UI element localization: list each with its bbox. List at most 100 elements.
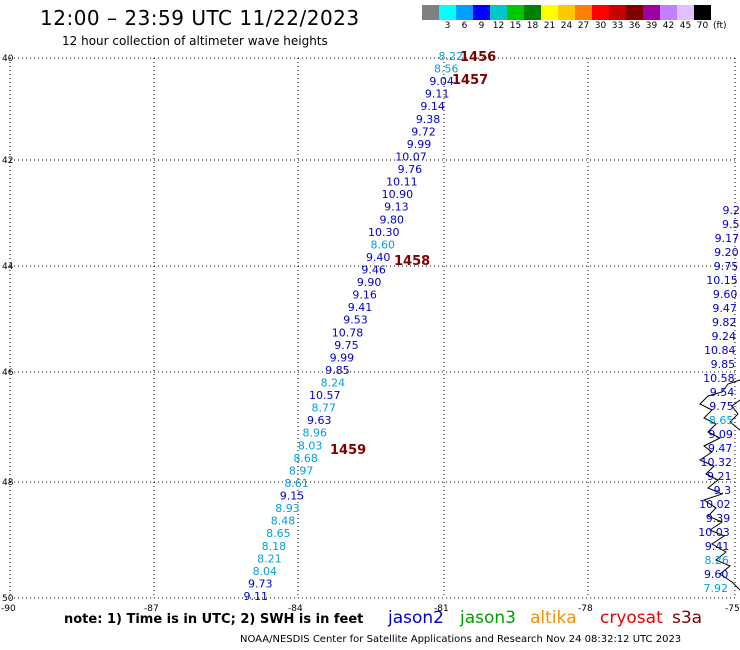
wave-height-value: 9.53 bbox=[343, 314, 368, 327]
coastline-path bbox=[698, 379, 740, 591]
scale-swatch bbox=[660, 5, 677, 20]
wave-height-value: 8.61 bbox=[284, 477, 309, 490]
wave-height-value: 9.99 bbox=[407, 138, 432, 151]
color-scale-unit: (ft) bbox=[713, 21, 727, 31]
scale-label: 18 bbox=[526, 21, 539, 31]
wave-height-value: 9.5 bbox=[722, 218, 740, 231]
lat-tick-label: 46 bbox=[2, 368, 14, 378]
lon-tick-label: -81 bbox=[434, 604, 449, 614]
wave-height-value: 10.07 bbox=[395, 150, 427, 163]
wave-height-value: 10.90 bbox=[382, 188, 414, 201]
scale-swatch bbox=[575, 5, 592, 20]
wave-height-value: 10.57 bbox=[309, 389, 341, 402]
scale-label: 39 bbox=[645, 21, 658, 31]
wave-height-value: 8.65 bbox=[266, 527, 291, 540]
wave-height-value: 9.47 bbox=[712, 302, 737, 315]
wave-height-value: 9.75 bbox=[709, 400, 734, 413]
lon-tick-label: -90 bbox=[1, 604, 16, 614]
wave-height-value: 9.41 bbox=[348, 301, 373, 314]
wave-height-value: 8.22 bbox=[439, 50, 464, 63]
map-subtitle: 12 hour collection of altimeter wave hei… bbox=[62, 34, 328, 48]
pass-number-label: 1457 bbox=[452, 73, 488, 88]
wave-height-value: 9.75 bbox=[714, 260, 739, 273]
wave-height-value: 9.75 bbox=[334, 339, 359, 352]
wave-height-value: 9.82 bbox=[712, 316, 737, 329]
wave-height-value: 8.18 bbox=[262, 540, 287, 553]
wave-height-value: 10.03 bbox=[698, 526, 730, 539]
scale-swatch bbox=[558, 5, 575, 20]
wave-height-value: 9.3 bbox=[714, 484, 732, 497]
coastline bbox=[698, 379, 740, 591]
coastline-path bbox=[729, 399, 740, 431]
scale-swatch bbox=[473, 5, 490, 20]
wave-height-value: 9.40 bbox=[366, 251, 391, 264]
color-scale-bar bbox=[422, 5, 711, 20]
wave-height-value: 10.32 bbox=[701, 456, 733, 469]
lon-tick-label: -75 bbox=[725, 604, 740, 614]
scale-swatch bbox=[626, 5, 643, 20]
wave-height-value: 9.76 bbox=[398, 163, 423, 176]
wave-height-value: 8.48 bbox=[271, 515, 296, 528]
wave-height-value: 9.13 bbox=[384, 201, 409, 214]
wave-height-track: 8.228.569.049.119.149.389.729.9910.079.7… bbox=[244, 50, 464, 603]
graticule bbox=[9, 57, 736, 599]
scale-label: 27 bbox=[577, 21, 590, 31]
scale-swatch bbox=[541, 5, 558, 20]
lon-tick-label: -78 bbox=[578, 604, 593, 614]
wave-height-value: 9.2 bbox=[723, 204, 740, 217]
wave-height-value: 10.58 bbox=[703, 372, 735, 385]
wave-height-value: 10.30 bbox=[368, 226, 400, 239]
lon-tick-label: -84 bbox=[288, 604, 303, 614]
scale-swatch bbox=[422, 5, 439, 20]
scale-label: 3 bbox=[444, 21, 451, 31]
scale-label: 36 bbox=[628, 21, 641, 31]
wave-height-value: 9.54 bbox=[710, 386, 735, 399]
pass-number-label: 1458 bbox=[394, 254, 430, 269]
scale-swatch bbox=[490, 5, 507, 20]
wave-height-value: 9.24 bbox=[712, 330, 737, 343]
wave-height-value: 9.38 bbox=[416, 113, 441, 126]
wave-height-value: 9.80 bbox=[380, 213, 405, 226]
wave-height-value: 10.84 bbox=[704, 344, 736, 357]
scale-label: 70 bbox=[696, 21, 709, 31]
wave-height-value: 9.11 bbox=[425, 88, 450, 101]
wave-height-value: 8.60 bbox=[370, 238, 395, 251]
wave-height-value: 7.92 bbox=[704, 582, 729, 595]
scale-swatch bbox=[524, 5, 541, 20]
axis-ticks: 40 42 44 46 48 50-90 -87 -84 -81 -78 -75 bbox=[1, 54, 740, 614]
wave-height-value: 9.11 bbox=[244, 590, 269, 603]
pass-number-label: 1456 bbox=[460, 50, 496, 65]
wave-height-value: 9.63 bbox=[307, 414, 332, 427]
scale-label: 21 bbox=[543, 21, 556, 31]
scale-swatch bbox=[592, 5, 609, 20]
wave-height-value: 8.68 bbox=[293, 452, 318, 465]
pass-number-label: 1459 bbox=[330, 443, 366, 458]
wave-height-value: 8.26 bbox=[704, 554, 729, 567]
wave-height-value: 9.85 bbox=[711, 358, 736, 371]
lat-tick-label: 50 bbox=[2, 594, 14, 604]
wave-height-value: 10.78 bbox=[332, 326, 364, 339]
wave-height-value: 8.21 bbox=[257, 552, 282, 565]
scale-label: 30 bbox=[594, 21, 607, 31]
lat-tick-label: 42 bbox=[2, 156, 13, 166]
wave-height-value: 9.73 bbox=[248, 577, 273, 590]
scale-label: 15 bbox=[509, 21, 522, 31]
lon-tick-label: -87 bbox=[144, 604, 159, 614]
wave-height-value: 9.16 bbox=[352, 289, 377, 302]
wave-height-value: 10.11 bbox=[386, 176, 418, 189]
scale-label: 33 bbox=[611, 21, 624, 31]
wave-height-value: 9.39 bbox=[706, 512, 731, 525]
lat-tick-label: 40 bbox=[2, 54, 14, 64]
lat-tick-label: 44 bbox=[2, 262, 14, 272]
wave-height-value: 10.02 bbox=[699, 498, 731, 511]
pass-labels: 1456 1457 1458 1459 bbox=[330, 50, 496, 458]
wave-height-value: 9.14 bbox=[420, 100, 445, 113]
wave-height-value: 8.56 bbox=[434, 63, 459, 76]
scale-swatch bbox=[643, 5, 660, 20]
satellite-legend-cryosat: cryosat bbox=[600, 608, 663, 628]
scale-label: 42 bbox=[662, 21, 675, 31]
wave-height-value: 9.47 bbox=[708, 442, 733, 455]
note-text: note: 1) Time is in UTC; 2) SWH is in fe… bbox=[64, 612, 364, 627]
wave-height-value: 9.90 bbox=[357, 276, 382, 289]
